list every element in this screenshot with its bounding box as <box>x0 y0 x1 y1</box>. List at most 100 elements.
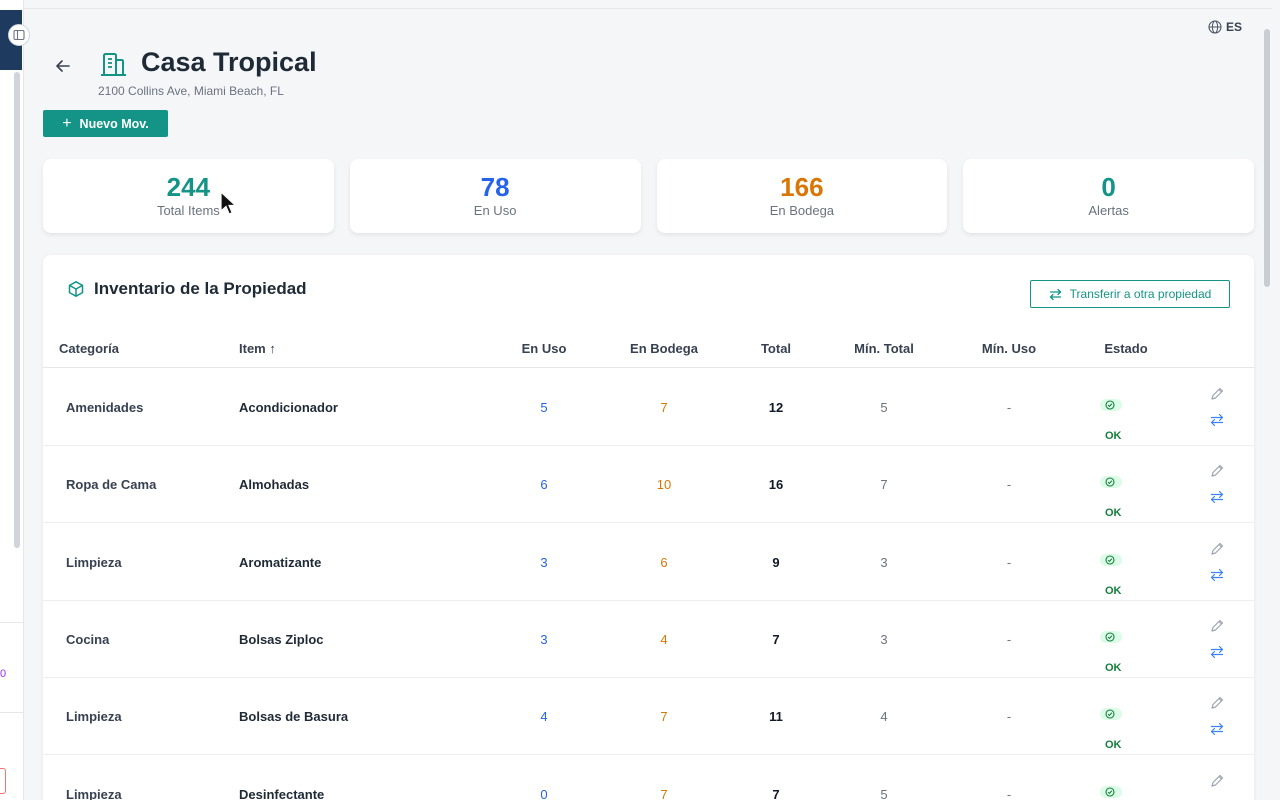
pencil-icon[interactable] <box>1209 386 1225 402</box>
status-badge: OK <box>1100 785 1122 798</box>
cell-item: Aromatizante <box>239 554 322 570</box>
table-row: Cocina Bolsas Ziploc 3 4 7 3 - OK <box>43 601 1254 678</box>
status-badge: OK <box>1100 630 1122 674</box>
status-badge: OK <box>1100 399 1122 442</box>
transfer-property-button[interactable]: Transferir a otra propiedad <box>1030 280 1230 308</box>
language-switcher[interactable]: ES <box>1208 20 1242 34</box>
cell-item: Bolsas de Basura <box>239 709 349 725</box>
transfer-icon[interactable] <box>1209 567 1225 583</box>
pencil-icon[interactable] <box>1209 695 1225 711</box>
table-row: Limpieza Aromatizante 3 6 9 3 - OK <box>43 524 1254 601</box>
table-header: Categoría Item ↑ En Uso En Bodega Total … <box>43 338 1254 368</box>
status-label: OK <box>1105 430 1122 442</box>
page-scrollbar[interactable] <box>1264 17 1270 800</box>
sidebar-partial-text: 0 <box>0 668 7 680</box>
transfer-icon[interactable] <box>1209 412 1225 428</box>
cell-min-total: 5 <box>880 786 888 800</box>
stat-card-total-items: 244 Total Items <box>43 159 334 233</box>
row-actions <box>1209 463 1225 507</box>
swap-icon <box>1049 288 1061 300</box>
pencil-icon[interactable] <box>1209 463 1225 479</box>
globe-icon <box>1208 20 1222 34</box>
col-total[interactable]: Total <box>760 341 792 356</box>
cell-item: Acondicionador <box>239 400 338 415</box>
cell-min-uso: - <box>1006 554 1012 570</box>
cell-en-uso: 5 <box>540 400 548 415</box>
check-circle-icon <box>1105 786 1115 797</box>
cell-categoria: Cocina <box>66 631 110 647</box>
transfer-icon[interactable] <box>1209 489 1225 505</box>
stat-card-en-bodega: 166 En Bodega <box>656 159 948 233</box>
page-scrollbar-thumb[interactable] <box>1264 29 1270 287</box>
row-actions <box>1209 618 1225 662</box>
stat-value: 0 <box>1101 172 1116 202</box>
status-badge: OK <box>1100 476 1122 519</box>
new-movement-button[interactable]: + Nuevo Mov. <box>43 110 168 137</box>
cell-item: Desinfectante <box>239 786 325 800</box>
table-row: Limpieza Bolsas de Basura 4 7 11 4 - OK <box>43 678 1254 756</box>
stat-card-alertas: 0 Alertas <box>963 159 1254 233</box>
sidebar-partial-box <box>0 768 6 794</box>
cell-en-bodega: 10 <box>656 477 672 493</box>
cell-en-bodega: 7 <box>660 709 668 725</box>
stat-value: 78 <box>480 172 510 202</box>
cell-categoria: Limpieza <box>66 554 122 570</box>
status-label: OK <box>1105 739 1122 752</box>
check-circle-icon <box>1105 709 1115 719</box>
check-circle-icon <box>1105 632 1115 642</box>
cell-min-total: 7 <box>880 477 888 493</box>
page-title: Casa Tropical <box>141 47 317 77</box>
main-content: ES Casa Tropical 2100 Collins Ave, Miami… <box>24 8 1272 800</box>
stat-label: En Uso <box>473 203 517 218</box>
col-categoria[interactable]: Categoría <box>59 341 119 356</box>
inventory-header: Inventario de la Propiedad <box>67 279 307 299</box>
transfer-icon[interactable] <box>1209 644 1225 660</box>
stats-row: 244 Total Items 78 En Uso 166 En Bodega … <box>43 159 1254 233</box>
status-badge: OK <box>1100 553 1122 597</box>
cell-total: 9 <box>772 554 780 570</box>
cell-en-bodega: 6 <box>660 554 668 570</box>
stat-label: Total Items <box>156 203 220 218</box>
col-estado[interactable]: Estado <box>1104 341 1148 356</box>
check-circle-icon <box>1105 555 1115 565</box>
status-label: OK <box>1105 507 1122 520</box>
sidebar-toggle-icon <box>13 29 25 41</box>
col-en-bodega[interactable]: En Bodega <box>630 341 698 356</box>
col-min-total[interactable]: Mín. Total <box>854 341 914 356</box>
stat-value: 166 <box>780 172 824 202</box>
cell-en-uso: 4 <box>540 709 548 725</box>
cell-total: 7 <box>772 631 780 647</box>
pencil-icon[interactable] <box>1209 618 1225 634</box>
row-actions <box>1209 386 1225 430</box>
table-row: Amenidades Acondicionador 5 7 12 5 - OK <box>43 369 1254 446</box>
building-icon <box>101 53 126 76</box>
col-item[interactable]: Item ↑ <box>239 341 276 356</box>
sidebar-edge: 0 <box>0 0 30 800</box>
sidebar-divider <box>0 622 24 623</box>
transfer-icon[interactable] <box>1209 721 1225 737</box>
cell-min-total: 4 <box>880 709 888 725</box>
col-en-uso[interactable]: En Uso <box>521 341 567 356</box>
check-circle-icon <box>1105 477 1115 487</box>
cell-total: 16 <box>768 477 784 493</box>
cell-categoria: Limpieza <box>66 709 122 725</box>
back-arrow-icon[interactable] <box>54 57 72 75</box>
cell-en-bodega: 4 <box>660 631 668 647</box>
mouse-cursor-icon <box>220 191 237 215</box>
cell-min-total: 3 <box>880 554 888 570</box>
cell-en-bodega: 7 <box>660 400 668 415</box>
sidebar-scrollbar[interactable] <box>14 72 20 548</box>
stat-value: 244 <box>166 172 211 202</box>
row-actions <box>1209 541 1225 585</box>
cell-min-uso: - <box>1006 786 1012 800</box>
col-min-uso[interactable]: Mín. Uso <box>981 341 1037 356</box>
sidebar-toggle-button[interactable] <box>8 24 30 46</box>
pencil-icon[interactable] <box>1209 773 1225 789</box>
cell-en-uso: 6 <box>540 477 548 493</box>
cell-en-uso: 3 <box>540 631 548 647</box>
pencil-icon[interactable] <box>1209 541 1225 557</box>
cell-en-uso: 3 <box>540 554 548 570</box>
cell-en-uso: 0 <box>540 786 548 800</box>
cell-total: 11 <box>769 709 783 725</box>
cell-min-uso: - <box>1006 631 1012 647</box>
